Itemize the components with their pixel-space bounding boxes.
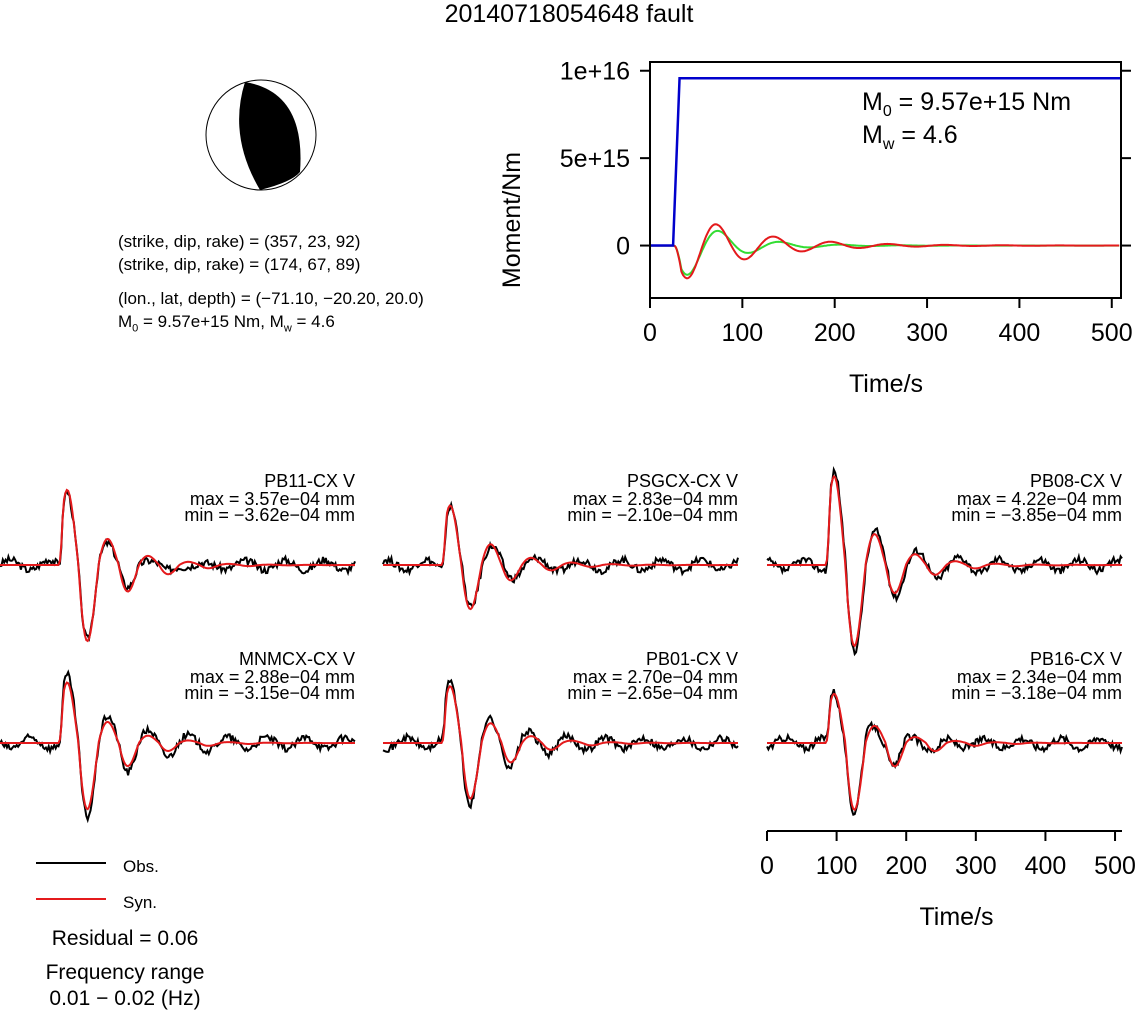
legend-obs-label: Obs. <box>123 857 159 876</box>
station-min-3: min = −3.15e−04 mm <box>184 683 355 703</box>
stf-moment-line <box>650 77 1121 247</box>
station-name-2: PB08-CX V <box>1030 471 1122 491</box>
stf-annotation-mw: Mw = 4.6 <box>862 121 958 153</box>
station-max-0: max = 3.57e−04 mm <box>190 489 355 509</box>
stf-plot-frame <box>649 61 1122 299</box>
moment-rate-chart: 1e+16 5e+15 0 0 100 200 300 400 500 Moment/Nm T… <box>498 58 1133 398</box>
stf-xtick-label-3: 300 <box>906 319 948 347</box>
wave-xtick-label-0: 0 <box>760 852 774 880</box>
wave-xtick-label-2: 200 <box>885 852 927 880</box>
wave-xtick-label-4: 400 <box>1025 852 1067 880</box>
stf-xtick-label-1: 100 <box>721 319 763 347</box>
station-name-1: PSGCX-CX V <box>627 471 738 491</box>
stf-xtick-label-5: 500 <box>1091 319 1133 347</box>
stf-xtick-label-0: 0 <box>643 319 657 347</box>
station-name-0: PB11-CX V <box>264 471 355 491</box>
stf-ytick-label-0: 1e+16 <box>560 58 630 86</box>
synthetic-trace-3 <box>0 681 355 811</box>
synthetic-trace-0 <box>0 488 355 643</box>
beachball-compressional-quadrant <box>239 82 301 190</box>
legend-syn-label: Syn. <box>123 893 158 912</box>
mechanism-nodal-plane-1: (strike, dip, rake) = (357, 23, 92) <box>118 232 361 251</box>
observed-trace-5 <box>766 688 1123 817</box>
station-max-5: max = 2.34e−04 mm <box>957 667 1122 687</box>
wave-xtick-label-1: 100 <box>816 852 858 880</box>
legend-syn-line <box>36 898 106 900</box>
frequency-range-title: Frequency range <box>45 961 205 984</box>
station-name-4: PB01-CX V <box>646 649 738 669</box>
mechanism-nodal-plane-2: (strike, dip, rake) = (174, 67, 89) <box>118 255 361 274</box>
synthetic-trace-2 <box>767 474 1122 648</box>
residual-value: Residual = 0.06 <box>51 927 199 950</box>
stf-ytick-label-1: 5e+15 <box>560 145 630 173</box>
station-min-5: min = −3.18e−04 mm <box>951 683 1122 703</box>
station-max-4: max = 2.70e−04 mm <box>573 667 738 687</box>
mechanism-moment: M0 = 9.57e+15 Nm, Mw = 4.6 <box>118 312 335 335</box>
wave-xtick-label-5: 500 <box>1094 852 1136 880</box>
stf-ylabel: Moment/Nm <box>498 152 526 288</box>
station-max-2: max = 4.22e−04 mm <box>957 489 1122 509</box>
station-name-5: PB16-CX V <box>1030 649 1122 669</box>
stf-annotation-m0: M0 = 9.57e+15 Nm <box>862 88 1071 120</box>
station-min-0: min = −3.62e−04 mm <box>184 505 355 525</box>
frequency-range-value: 0.01 − 0.02 (Hz) <box>49 987 201 1010</box>
station-min-4: min = −2.65e−04 mm <box>567 683 738 703</box>
stf-xlabel: Time/s <box>849 370 923 398</box>
synthetic-trace-5 <box>767 692 1122 812</box>
stf-xtick-label-4: 400 <box>999 319 1041 347</box>
stf-red-trace <box>650 223 1120 280</box>
figure-title: 20140718054648 fault <box>444 0 694 28</box>
wave-xtick-label-3: 300 <box>955 852 997 880</box>
station-max-3: max = 2.88e−04 mm <box>190 667 355 687</box>
stf-xtick-label-2: 200 <box>814 319 856 347</box>
observed-trace-2 <box>766 466 1123 657</box>
synthetic-trace-1 <box>383 504 738 611</box>
station-min-2: min = −3.85e−04 mm <box>951 505 1122 525</box>
stf-ytick-label-2: 0 <box>616 233 630 261</box>
beachball <box>205 79 317 191</box>
synthetic-trace-4 <box>383 685 738 800</box>
station-max-1: max = 2.83e−04 mm <box>573 489 738 509</box>
wave-xlabel: Time/s <box>919 903 993 931</box>
observed-trace-4 <box>382 678 739 810</box>
station-min-1: min = −2.10e−04 mm <box>567 505 738 525</box>
legend-obs-line <box>36 862 106 864</box>
station-name-3: MNMCX-CX V <box>239 649 355 669</box>
mechanism-location: (lon., lat, depth) = (−71.10, −20.20, 20… <box>118 289 424 308</box>
